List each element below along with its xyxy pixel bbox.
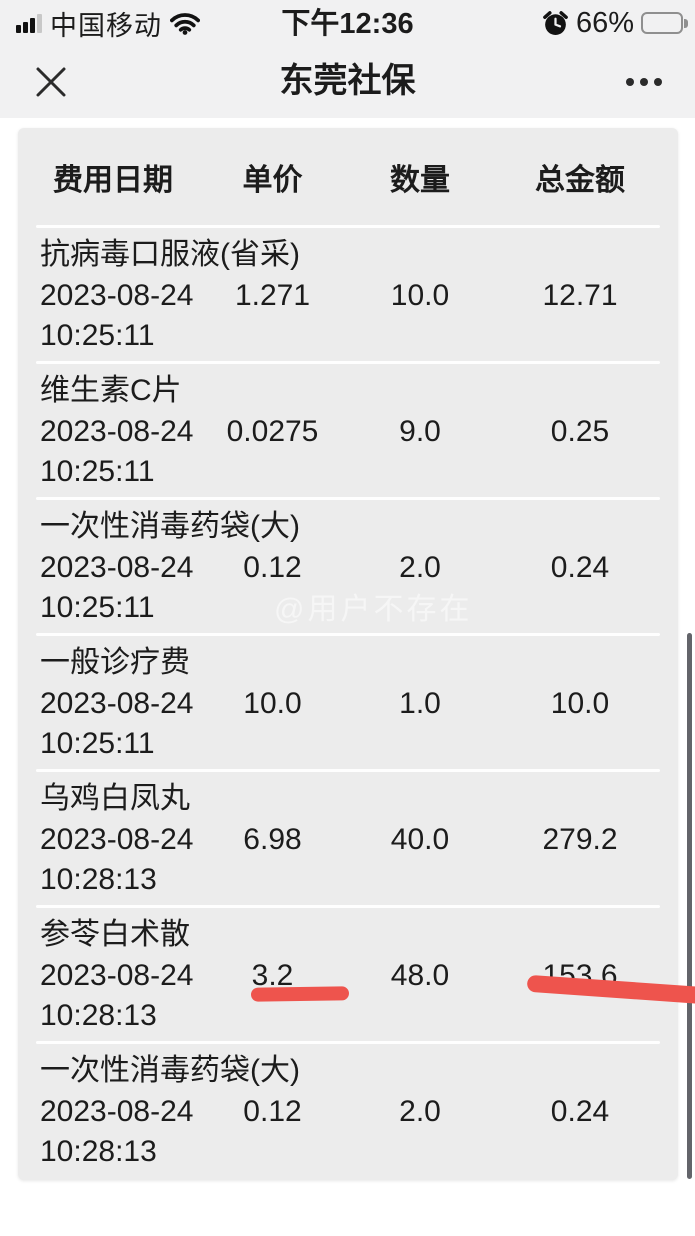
unit-price: 0.12 [243,551,302,584]
status-left-cluster: 中国移动 [16,0,200,46]
item-name: 一般诊疗费 [40,646,190,679]
table-row: 抗病毒口服液(省采) 2023-08-24 1.271 10.0 12.71 1… [36,228,660,364]
row-divider [36,497,660,500]
total-amount: 12.71 [542,279,618,312]
alarm-clock-icon [543,10,568,35]
table-row: 维生素C片 2023-08-24 0.0275 9.0 0.25 10:25:1… [36,364,660,500]
row-divider [36,633,660,636]
status-time: 下午12:36 [281,8,414,40]
quantity: 10.0 [390,279,450,312]
quantity: 1.0 [399,687,441,720]
cellular-signal-icon [16,13,42,33]
row-divider [36,769,660,772]
fee-date: 2023-08-24 [40,279,194,312]
status-bar: 中国移动 下午12:36 66% [0,0,695,46]
table-row: 一般诊疗费 2023-08-24 10.0 1.0 10.0 10:25:11 [36,636,660,772]
top-bar: 中国移动 下午12:36 66% [0,0,695,118]
quantity: 2.0 [399,551,441,584]
fee-date: 2023-08-24 [40,551,194,584]
dot-icon [640,78,648,86]
fee-time: 10:28:13 [40,1135,157,1168]
battery-icon [641,12,688,34]
total-amount: 279.2 [542,823,618,856]
battery-percent-label: 66% [575,6,634,39]
item-name: 维生素C片 [40,374,182,407]
quantity: 40.0 [390,823,450,856]
total-amount: 0.24 [550,1095,610,1128]
wifi-icon [170,12,200,35]
row-divider [36,1041,660,1044]
table-row: 一次性消毒药袋(大) 2023-08-24 0.12 2.0 0.24 10:2… [36,1044,660,1172]
unit-price: 1.271 [234,279,311,312]
column-header-quantity: 数量 [390,163,450,197]
battery-nub [684,19,688,28]
row-divider [36,361,660,364]
quantity: 9.0 [399,415,441,448]
close-icon [36,67,66,97]
dot-icon [654,78,662,86]
unit-price: 0.0275 [226,415,319,448]
status-right-cluster: 66% [542,0,688,46]
fee-date: 2023-08-24 [40,823,194,856]
fee-time: 10:25:11 [40,319,155,352]
quantity: 48.0 [390,959,450,992]
nav-bar: 东莞社保 [0,46,695,118]
fee-date: 2023-08-24 [40,959,194,992]
unit-price: 0.12 [243,1095,302,1128]
vertical-scrollbar[interactable] [687,633,692,1179]
quantity: 2.0 [399,1095,441,1128]
table-row: 一次性消毒药袋(大) 2023-08-24 0.12 2.0 0.24 10:2… [36,500,660,636]
total-amount: 10.0 [550,687,610,720]
item-name: 参苓白术散 [40,918,190,951]
fee-time: 10:25:11 [40,727,155,760]
header-divider [36,225,660,228]
table-header-row: 费用日期 单价 数量 总金额 [36,128,660,225]
carrier-label: 中国移动 [50,10,162,41]
fee-time: 10:25:11 [40,591,155,624]
total-amount: 0.25 [550,415,610,448]
table-row: 参苓白术散 2023-08-24 3.2 48.0 153.6 10:28:13 [36,908,660,1044]
total-amount: 0.24 [550,551,610,584]
unit-price: 6.98 [243,823,302,856]
red-underline-annotation-unit-price [250,986,350,1002]
close-button[interactable] [33,64,69,100]
item-name: 乌鸡白凤丸 [40,782,190,815]
table-row: 乌鸡白凤丸 2023-08-24 6.98 40.0 279.2 10:28:1… [36,772,660,908]
fee-table-card: 费用日期 单价 数量 总金额 抗病毒口服液(省采) 2023-08-24 1.2… [18,128,678,1180]
page-title: 东莞社保 [279,62,416,100]
column-header-fee-date: 费用日期 [53,163,173,197]
table-body: 抗病毒口服液(省采) 2023-08-24 1.271 10.0 12.71 1… [36,228,660,1172]
more-menu-button[interactable] [626,72,662,92]
dot-icon [626,78,634,86]
fee-date: 2023-08-24 [40,687,194,720]
fee-date: 2023-08-24 [40,415,194,448]
fee-time: 10:28:13 [40,863,157,896]
fee-time: 10:25:11 [40,455,155,488]
item-name: 一次性消毒药袋(大) [40,1054,300,1087]
item-name: 一次性消毒药袋(大) [40,510,300,543]
column-header-total: 总金额 [535,163,625,197]
unit-price: 10.0 [243,687,302,720]
column-header-unit-price: 单价 [242,163,303,197]
fee-date: 2023-08-24 [40,1095,194,1128]
row-divider [36,905,660,908]
item-name: 抗病毒口服液(省采) [40,238,300,271]
fee-time: 10:28:13 [40,999,157,1032]
